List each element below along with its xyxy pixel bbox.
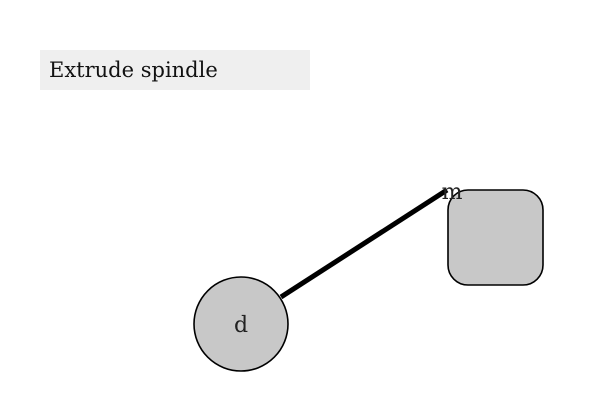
diagram-title: Extrude spindle [40, 50, 310, 90]
node-label-m: m [442, 180, 463, 205]
node-label-d: d [234, 313, 248, 338]
node-circle-d [193, 276, 289, 372]
edge-d-m [279, 187, 449, 300]
node-square-m [447, 189, 544, 286]
